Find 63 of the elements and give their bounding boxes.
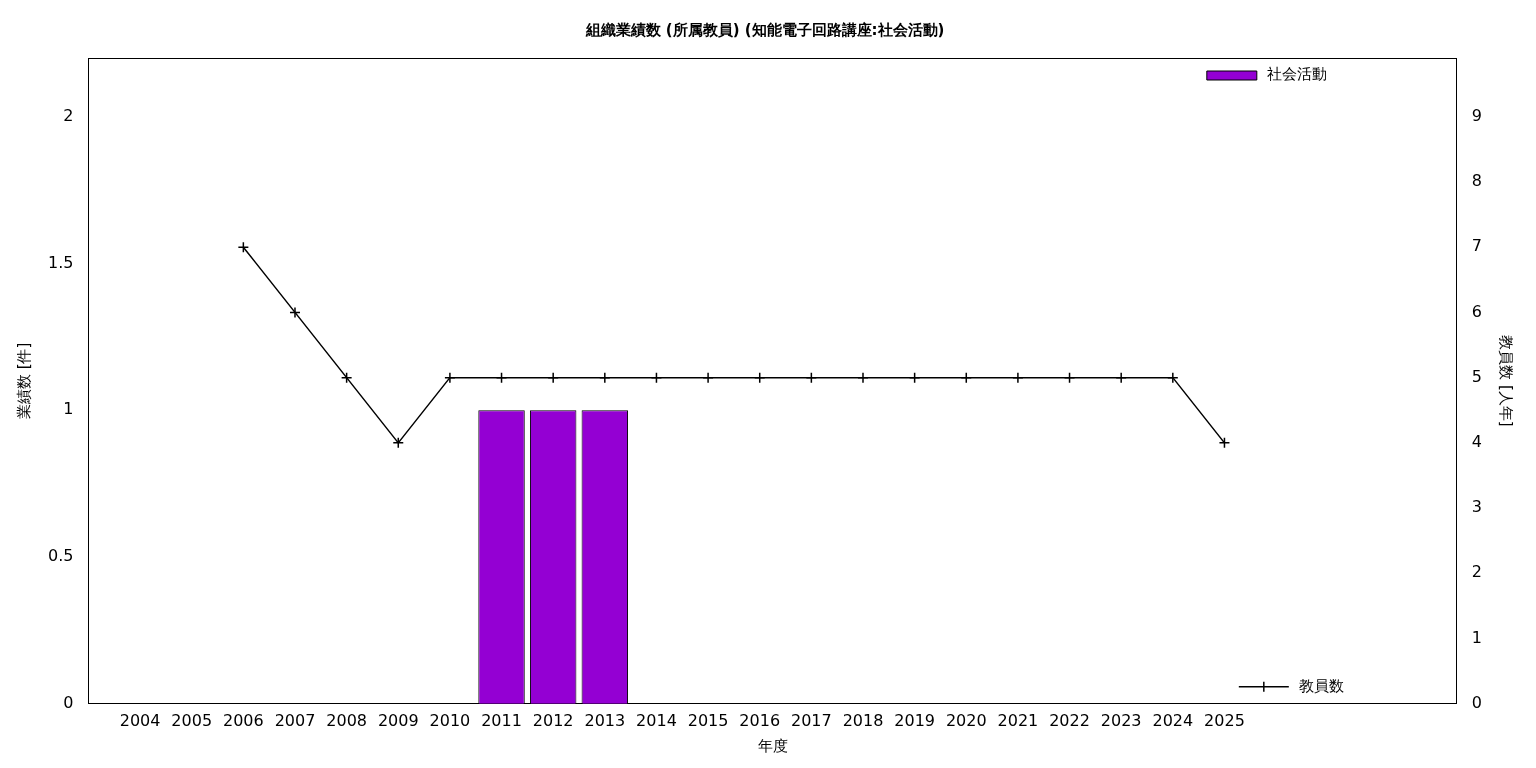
point bbox=[237, 241, 250, 253]
y2-axis-title: 教員数 [人年] bbox=[1497, 335, 1516, 427]
point bbox=[1063, 371, 1076, 384]
x-tick-label: 2006 bbox=[223, 710, 264, 730]
y2-tick-label: 4 bbox=[1471, 432, 1483, 452]
y2-tick-label: 2 bbox=[1471, 562, 1483, 582]
x-tick-label: 2022 bbox=[1049, 710, 1090, 730]
y2-tick-label: 3 bbox=[1471, 497, 1483, 517]
point bbox=[1012, 371, 1024, 384]
x-tick-label: 2008 bbox=[326, 710, 367, 730]
x-tick-label: 2009 bbox=[377, 710, 419, 730]
point bbox=[444, 371, 456, 384]
x-tick-label: 2012 bbox=[532, 710, 574, 730]
x-tick-label: 2020 bbox=[945, 710, 987, 730]
y-tick-label: 0.5 bbox=[47, 546, 74, 566]
x-tick-label: 2024 bbox=[1152, 710, 1194, 730]
y2-tick-label: 1 bbox=[1471, 627, 1483, 647]
legend-label: 社会活動 bbox=[1266, 64, 1327, 83]
x-tick-label: 2011 bbox=[481, 710, 522, 730]
x-tick-label: 2014 bbox=[636, 710, 677, 730]
point bbox=[1115, 371, 1127, 384]
x-tick-label: 2019 bbox=[894, 710, 935, 730]
x-tick-label: 2005 bbox=[171, 710, 213, 730]
y-tick-label: 2 bbox=[63, 105, 74, 125]
y-tick-label: 1 bbox=[63, 399, 74, 419]
y2-tick-label: 7 bbox=[1471, 236, 1483, 256]
y2-tick-label: 8 bbox=[1471, 171, 1483, 191]
x-tick-label: 2021 bbox=[997, 710, 1039, 730]
point bbox=[908, 371, 921, 384]
x-tick-label: 2018 bbox=[842, 710, 884, 730]
y-tick-label: 0 bbox=[63, 692, 74, 712]
point bbox=[392, 437, 405, 449]
point bbox=[960, 371, 973, 384]
x-tick-label: 2013 bbox=[584, 710, 626, 730]
x-tick-label: 2023 bbox=[1100, 710, 1142, 730]
point bbox=[599, 371, 611, 384]
point bbox=[702, 371, 714, 384]
x-axis-title: 年度 bbox=[757, 736, 788, 755]
point bbox=[805, 371, 818, 384]
point bbox=[547, 371, 559, 384]
x-tick-label: 2025 bbox=[1204, 710, 1245, 730]
point bbox=[753, 371, 766, 384]
point bbox=[340, 371, 353, 384]
chart-title: 組織業績数 (所属教員) (知能電子回路講座:社会活動) bbox=[584, 20, 945, 39]
point bbox=[650, 371, 663, 384]
y2-tick-label: 9 bbox=[1471, 105, 1483, 125]
y-axis-title: 業績数 [件] bbox=[14, 342, 33, 420]
point bbox=[857, 371, 869, 384]
x-tick-label: 2007 bbox=[274, 710, 316, 730]
point bbox=[1167, 371, 1179, 384]
point bbox=[1218, 437, 1231, 449]
point bbox=[289, 306, 301, 319]
x-tick-label: 2010 bbox=[429, 710, 471, 730]
x-tick-label: 2004 bbox=[119, 710, 161, 730]
y2-tick-label: 0 bbox=[1471, 692, 1483, 712]
point bbox=[495, 371, 508, 384]
y2-tick-label: 5 bbox=[1471, 366, 1483, 386]
legend-label: 教員数 bbox=[1298, 676, 1344, 695]
x-tick-label: 2015 bbox=[687, 710, 729, 730]
y2-tick-label: 6 bbox=[1471, 301, 1483, 321]
y-tick-label: 1.5 bbox=[47, 252, 74, 272]
x-tick-label: 2016 bbox=[739, 710, 781, 730]
x-tick-label: 2017 bbox=[791, 710, 832, 730]
